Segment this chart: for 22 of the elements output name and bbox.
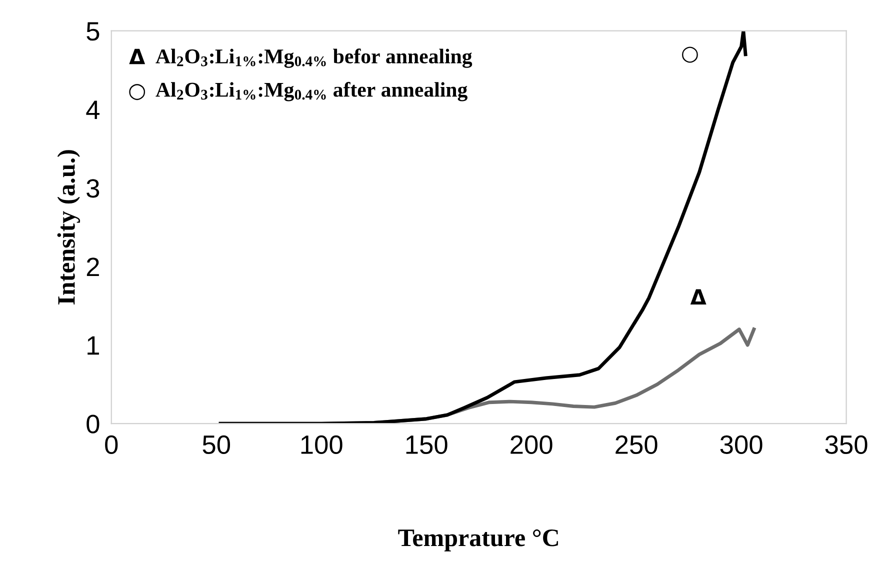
text: Al$_{2}$O$_{3}$:Li$_{1%}$:Mg$_{0.4%}$ after annealing: [156, 82, 468, 102]
x-tick-label: 200: [510, 435, 552, 454]
text: ○: [129, 84, 146, 100]
annotation: ○: [682, 46, 698, 63]
x-tick-label: 150: [406, 435, 448, 454]
y-tick-label: 0: [86, 414, 100, 434]
x-tick-label: 300: [720, 435, 762, 454]
x-tick-label: 0: [105, 435, 118, 454]
x-tick-label: 100: [301, 435, 342, 454]
x-tick-label: 250: [616, 435, 658, 454]
x-tick-label: 50: [202, 435, 230, 454]
x-tick-label: 350: [825, 435, 868, 454]
annotation: Δ: [690, 289, 706, 304]
y-tick-label: 4: [86, 100, 100, 119]
text: Al$_{2}$O$_{3}$:Li$_{1%}$:Mg$_{0.4%}$ befor annealing: [156, 48, 472, 68]
y-tick-label: 3: [86, 179, 100, 198]
text: Δ: [129, 48, 146, 64]
x-axis-title: Temprature °C: [398, 529, 558, 552]
y-axis-title: Intensity (a.u.): [57, 150, 80, 304]
y-tick-label: 1: [88, 336, 99, 355]
y-tick-label: 5: [86, 22, 100, 41]
y-tick-label: 2: [86, 258, 99, 276]
